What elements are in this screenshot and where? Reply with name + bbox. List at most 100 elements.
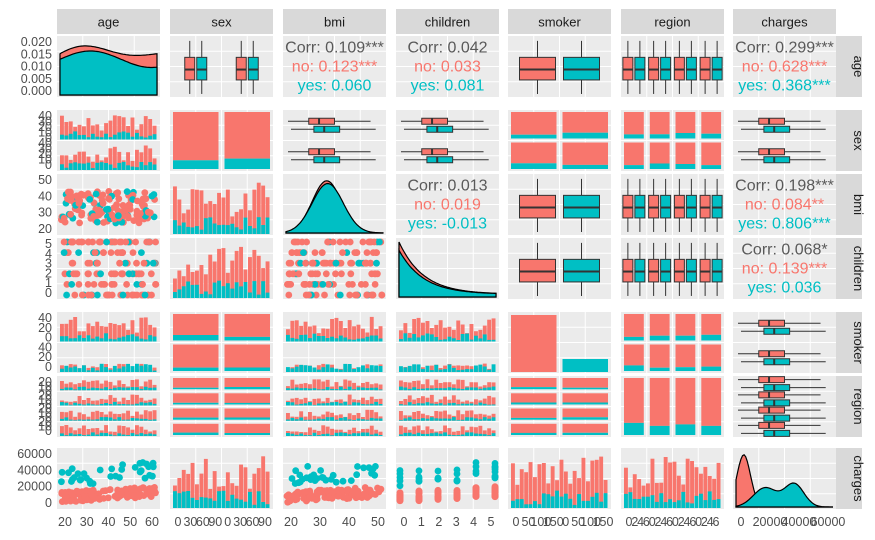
stack-bar-yes: [511, 134, 557, 139]
scatter-point: [322, 270, 330, 278]
hist-bar-yes: [130, 334, 135, 342]
box: [308, 117, 335, 125]
hist-bar-yes: [152, 403, 157, 406]
hist-bar-yes: [135, 403, 139, 406]
hist-bar-yes: [112, 419, 117, 421]
panel-bmi-bmi: [283, 174, 386, 235]
hist-bar-no: [60, 323, 64, 342]
hist-bar-no: [130, 429, 135, 436]
hist-bar-no: [374, 412, 379, 421]
hist-bar-yes: [361, 419, 365, 421]
scatter-point: [118, 466, 126, 473]
hist-bar-no: [230, 260, 235, 298]
corr-yes: yes: -0.013: [408, 216, 487, 233]
corr-overall: Corr: 0.198***: [735, 178, 834, 195]
box: [426, 156, 454, 164]
hist-bar-yes: [82, 404, 86, 406]
hist-bar-yes: [95, 434, 100, 436]
scatter-point: [363, 249, 371, 256]
hist-bar-yes: [482, 334, 487, 342]
row-tick-region: 10: [38, 420, 52, 434]
hist-bar-no: [308, 412, 312, 421]
hist-bar-yes: [90, 404, 95, 406]
panel-region-bmi: [283, 376, 386, 437]
scatter-point: [339, 249, 346, 256]
hist-bar-no: [369, 384, 374, 391]
scatter-point: [376, 238, 383, 246]
hist-bar-no: [77, 412, 82, 421]
scatter-point: [151, 487, 158, 494]
col-tick-children: 4: [470, 515, 477, 529]
stack-bar-yes: [173, 367, 219, 371]
panel-sex-region: [621, 110, 724, 171]
hist-bar-yes: [135, 363, 139, 372]
hist-bar-no: [112, 115, 117, 140]
hist-bar-no: [407, 382, 412, 391]
hist-bar-yes: [303, 388, 308, 391]
hist-bar-no: [330, 319, 334, 342]
hist-bar-no: [177, 270, 182, 298]
hist-bar-no: [352, 382, 356, 391]
hist-bar-no: [294, 416, 299, 421]
hist-bar-no: [181, 469, 186, 508]
panel-age-bmi: Corr: 0.109***no: 0.123***yes: 0.060: [283, 36, 386, 97]
hist-bar-yes: [64, 402, 69, 406]
hist-bar-no: [303, 432, 308, 436]
hist-bar-yes: [256, 217, 261, 234]
scatter-point: [298, 238, 306, 246]
stack-bar-no: [562, 408, 608, 418]
stack-bar-no: [511, 142, 557, 164]
hist-bar-no: [456, 410, 461, 421]
scatter-point: [369, 249, 377, 256]
scatter-point: [75, 249, 82, 256]
hist-bar-no: [294, 320, 299, 342]
column-strip-label-sex: sex: [211, 15, 232, 30]
hist-bar-no: [594, 459, 599, 508]
stack-bar-no: [224, 344, 270, 368]
hist-bar-yes: [294, 404, 299, 406]
hist-bar-yes: [135, 387, 139, 391]
panel-smoker-sex: [170, 312, 273, 373]
hist-bar-no: [325, 426, 330, 436]
row-tick-smoker: 20: [38, 350, 52, 364]
hist-bar-no: [559, 459, 564, 508]
scatter-point: [100, 219, 107, 226]
hist-bar-yes: [321, 403, 326, 406]
hist-bar-no: [690, 461, 694, 508]
hist-bar-no: [130, 380, 135, 391]
hist-bar-no: [86, 323, 91, 342]
stack-bar-no: [649, 378, 670, 426]
hist-bar-yes: [668, 499, 672, 508]
scatter-point: [90, 281, 98, 288]
col-tick-children: 1: [418, 515, 425, 529]
scatter-point: [336, 291, 344, 299]
scatter-point: [415, 487, 423, 495]
hist-bar-yes: [443, 432, 447, 436]
stack-bar-yes: [224, 158, 270, 169]
scatter-point: [365, 238, 373, 246]
hist-bar-yes: [334, 419, 339, 421]
hist-bar-yes: [239, 229, 243, 234]
hist-bar-no: [465, 410, 469, 421]
hist-bar-no: [139, 124, 144, 140]
hist-bar-no: [416, 317, 421, 342]
hist-bar-yes: [586, 500, 590, 508]
hist-bar-yes: [469, 432, 474, 436]
hist-bar-yes: [112, 401, 117, 406]
box: [308, 148, 335, 156]
scatter-point: [318, 249, 326, 256]
hist-bar-no: [177, 478, 182, 508]
hist-bar-yes: [338, 403, 343, 406]
hist-bar-no: [334, 317, 339, 342]
column-strip-charges: [733, 9, 836, 34]
panel-region-charges: [733, 376, 836, 437]
box: [313, 156, 341, 164]
hist-bar-yes: [86, 419, 91, 421]
panel-bmi-region: [621, 174, 724, 235]
hist-bar-no: [256, 182, 261, 234]
row-tick-region: 20: [38, 375, 52, 389]
hist-bar-yes: [60, 134, 64, 140]
scatter-point: [306, 493, 314, 501]
hist-bar-yes: [378, 435, 383, 436]
hist-bar-no: [108, 323, 113, 342]
